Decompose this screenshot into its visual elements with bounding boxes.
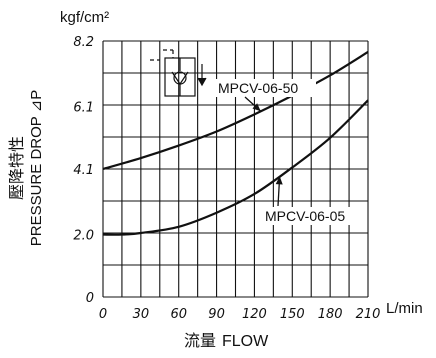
annotation-bg <box>216 79 316 97</box>
x-tick-label: 60 <box>170 307 187 322</box>
y-tick-label: 2.0 <box>73 229 94 244</box>
x-tick-label: 120 <box>242 307 267 322</box>
y-tick-label: 4.1 <box>73 163 94 178</box>
check-valve-symbol-icon <box>150 49 207 97</box>
x-tick-label: 180 <box>318 307 343 322</box>
x-tick-label: 30 <box>133 307 150 322</box>
x-tick-label: 90 <box>208 307 225 322</box>
annotation-bg <box>263 207 363 225</box>
x-axis-unit: L/min <box>386 300 423 317</box>
arrowhead-icon <box>252 103 261 112</box>
x-tick-label: 210 <box>356 307 381 322</box>
y-tick-label: 0 <box>86 291 94 306</box>
curves <box>102 50 369 236</box>
y-axis-title-en: PRESSURE DROP ⊿P <box>28 90 45 247</box>
series-line-mpcv-06-50 <box>102 50 369 171</box>
x-axis-title-en: FLOW <box>222 333 269 350</box>
y-unit-label: kgf/cm² <box>60 9 109 26</box>
y-tick-label: 8.2 <box>73 35 94 50</box>
series-label: MPCV-06-05 <box>265 208 345 224</box>
arrowhead-icon <box>275 176 283 185</box>
y-axis-title-cjk: 壓降特性 <box>8 136 26 200</box>
x-tick-label: 0 <box>99 307 107 322</box>
series-line-mpcv-06-05 <box>102 99 369 236</box>
tick-labels: 0 30 60 90 120 150 180 210 0 2.0 4.1 6.1 8.2 <box>73 35 380 322</box>
y-tick-label: 6.1 <box>73 101 94 116</box>
x-axis-title-cjk: 流量 <box>184 332 216 350</box>
x-tick-label: 150 <box>280 307 305 322</box>
series-label: MPCV-06-50 <box>218 80 298 96</box>
series-annotations: MPCV-06-50 MPCV-06-05 <box>216 79 363 225</box>
